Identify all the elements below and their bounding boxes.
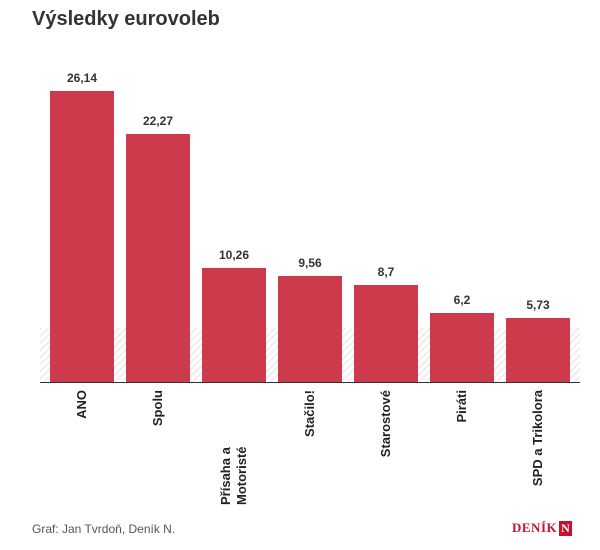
bar [506,318,570,382]
bar [278,275,342,382]
x-tick-label: SPD a Trikolora [530,390,545,487]
x-tick-label: Přísaha a Motoristé [218,446,249,506]
logo-mark: N [559,521,573,536]
bar [126,134,190,382]
bar [354,285,418,382]
x-tick-label: ANO [74,390,89,419]
baseline [40,382,580,383]
logo-text: DENÍK [512,520,558,535]
value-label: 22,27 [142,114,174,129]
chart-title: Výsledky eurovoleb [32,8,220,30]
value-label: 9,56 [298,255,322,270]
bar [50,91,114,382]
value-label: 5,73 [526,298,550,313]
bar [202,267,266,382]
x-tick-label: Starostové [378,390,393,458]
bar [430,312,494,382]
source: Graf: Jan Tvrdoň, Deník N. [32,522,176,536]
value-label: 10,26 [218,247,250,262]
value-label: 8,7 [377,265,395,280]
x-tick-label: Stačilo! [302,390,317,437]
x-tick-label: Spolu [150,390,165,427]
value-label: 6,2 [453,292,471,307]
value-label: 26,14 [66,71,98,85]
logo: DENÍK N [512,520,573,536]
x-tick-label: Piráti [454,390,469,423]
